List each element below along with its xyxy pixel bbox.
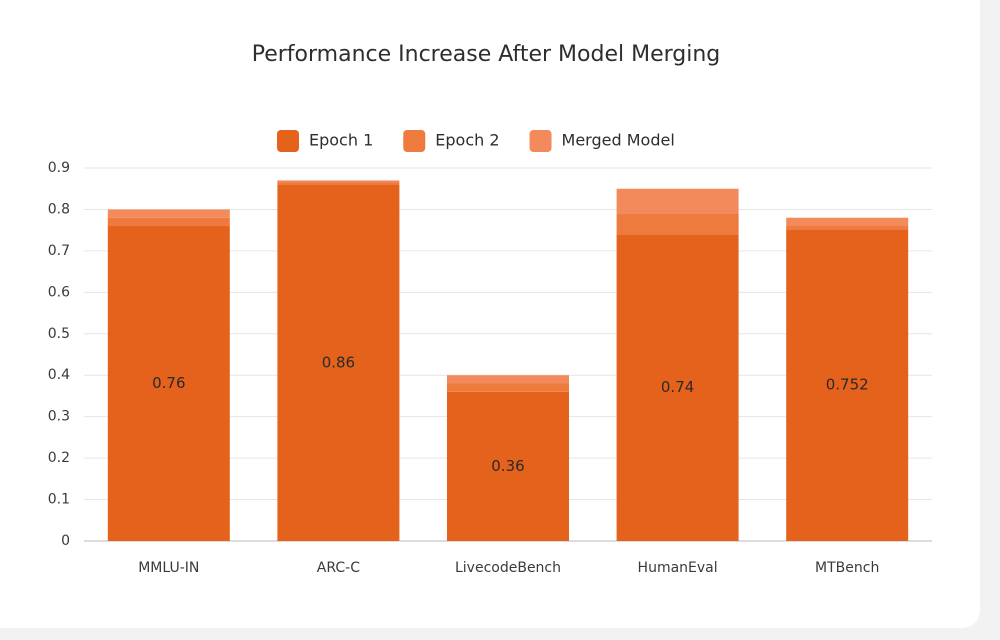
- x-tick-label: LivecodeBench: [455, 560, 561, 576]
- bar-segment: [447, 383, 569, 392]
- y-tick-label: 0.8: [48, 201, 70, 217]
- bar-segment: [616, 188, 739, 214]
- bar-segment: [616, 213, 739, 235]
- bar-segment: [447, 391, 569, 541]
- bar-segment: [786, 229, 909, 542]
- bar-segment: [277, 182, 400, 185]
- legend-swatch: [277, 130, 299, 152]
- bar-segment: [107, 226, 230, 541]
- data-label: 0.36: [491, 457, 524, 475]
- chart-title: Performance Increase After Model Merging: [252, 42, 721, 67]
- bar-segment: [107, 217, 230, 227]
- y-tick-label: 0.7: [48, 243, 70, 259]
- data-label: 0.86: [322, 353, 355, 371]
- bar-segment: [277, 180, 400, 183]
- y-tick-label: 0.2: [48, 450, 70, 466]
- y-tick-label: 0.9: [48, 160, 70, 176]
- bar-segment: [107, 209, 230, 218]
- data-label: 0.752: [826, 376, 869, 394]
- data-label: 0.74: [661, 378, 694, 396]
- legend-swatch: [529, 130, 552, 152]
- x-tick-label: HumanEval: [638, 560, 718, 576]
- bar-segment: [447, 375, 569, 384]
- bar-segment: [786, 226, 909, 230]
- legend-label: Epoch 2: [435, 131, 499, 150]
- bar-segment: [616, 234, 739, 542]
- y-tick-label: 0: [61, 533, 70, 549]
- bar-segment: [786, 217, 909, 227]
- chart-card: Performance Increase After Model Merging…: [0, 0, 980, 628]
- y-tick-label: 0.6: [48, 284, 70, 300]
- x-tick-label: MTBench: [815, 560, 879, 576]
- y-tick-label: 0.4: [48, 367, 70, 383]
- y-tick-label: 0.1: [48, 492, 70, 508]
- x-tick-label: MMLU-IN: [138, 560, 199, 576]
- data-label: 0.76: [152, 374, 185, 392]
- legend-swatch: [403, 130, 426, 152]
- legend-label: Merged Model: [562, 131, 675, 150]
- y-tick-label: 0.3: [48, 409, 70, 425]
- legend-label: Epoch 1: [309, 131, 373, 150]
- y-tick-label: 0.5: [48, 326, 70, 342]
- x-tick-label: ARC-C: [317, 560, 360, 576]
- chart: Performance Increase After Model Merging…: [48, 42, 932, 576]
- bar-segment: [277, 184, 400, 542]
